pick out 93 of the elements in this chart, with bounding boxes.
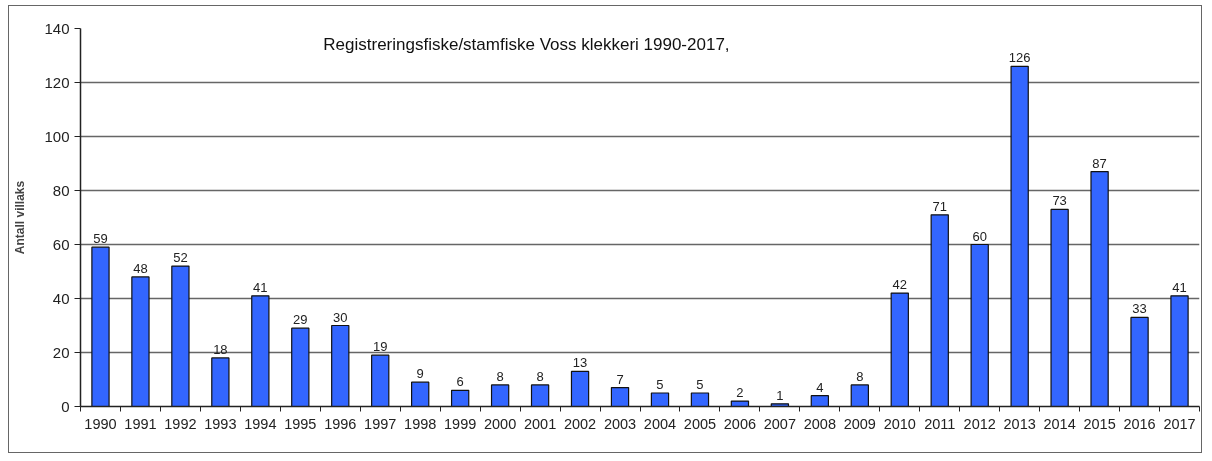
bar [490, 384, 510, 407]
bar [850, 384, 869, 407]
bar [171, 265, 190, 407]
y-tick-label: 20 [52, 343, 70, 361]
data-label: 8 [496, 368, 504, 384]
data-label: 1 [776, 387, 784, 403]
bar [690, 392, 710, 407]
data-label: 13 [572, 355, 588, 371]
y-tick-label: 60 [52, 235, 70, 253]
x-tick-label: 2014 [1043, 415, 1076, 432]
bar [450, 389, 470, 407]
x-tick-label: 2000 [484, 415, 517, 432]
data-label: 5 [656, 377, 664, 392]
bar [251, 295, 270, 407]
x-tick-label: 2001 [523, 415, 557, 432]
x-tick-label: 2007 [763, 415, 797, 432]
x-tick-label: 2008 [803, 415, 836, 432]
bar [650, 392, 670, 407]
y-axis-title: Antall villaks [13, 180, 28, 255]
x-tick-label: 2015 [1083, 415, 1116, 432]
data-label: 9 [416, 366, 424, 382]
data-label: 126 [1008, 50, 1031, 66]
bar [810, 395, 830, 407]
bar [890, 292, 909, 407]
data-label: 42 [892, 277, 908, 293]
bar [570, 370, 590, 407]
bar [930, 214, 949, 407]
x-tick-label: 1997 [364, 415, 397, 432]
data-label: 8 [536, 368, 544, 384]
bar [331, 324, 350, 407]
data-label: 59 [93, 231, 108, 247]
x-tick-label: 2012 [963, 415, 996, 432]
bar [530, 384, 550, 407]
x-tick-label: 1995 [284, 415, 317, 432]
bar [770, 403, 790, 407]
x-tick-label: 2010 [883, 415, 916, 432]
bar [1010, 65, 1029, 407]
bar [1090, 171, 1109, 407]
y-tick-label: 140 [44, 19, 70, 37]
bar [610, 387, 630, 407]
x-tick-label: 2013 [1003, 415, 1036, 432]
x-tick-label: 2002 [563, 415, 597, 432]
data-label: 87 [1092, 155, 1107, 171]
data-label: 19 [373, 339, 388, 355]
x-tick-label: 2009 [843, 415, 876, 432]
data-label: 2 [736, 385, 744, 401]
data-label: 73 [1052, 193, 1067, 209]
data-label: 30 [333, 309, 348, 325]
y-tick-label: 100 [44, 127, 70, 145]
data-label: 29 [293, 312, 308, 328]
x-tick-label: 2011 [924, 415, 956, 432]
x-tick-label: 1990 [84, 415, 117, 432]
bar [131, 276, 150, 407]
bar [211, 357, 230, 407]
x-tick-label: 1999 [444, 415, 477, 432]
y-tick-label: 120 [44, 73, 70, 91]
data-label: 7 [616, 371, 624, 387]
bar [371, 354, 390, 407]
data-label: 41 [253, 279, 268, 295]
x-tick-label: 1993 [204, 415, 237, 432]
data-label: 71 [932, 198, 947, 214]
data-label: 41 [1172, 279, 1187, 295]
x-tick-label: 1998 [404, 415, 437, 432]
x-tick-label: 2004 [643, 415, 677, 432]
y-tick-label: 0 [61, 397, 70, 415]
bar [91, 246, 110, 407]
bar [730, 400, 750, 407]
x-tick-label: 1996 [324, 415, 357, 432]
y-tick-label: 80 [52, 181, 70, 199]
x-tick-label: 1994 [244, 415, 277, 432]
bar [291, 327, 310, 407]
data-label: 48 [133, 260, 148, 276]
data-label: 5 [696, 377, 704, 392]
bar [411, 381, 430, 407]
y-tick-label: 40 [52, 289, 70, 307]
data-label: 4 [816, 379, 824, 395]
x-tick-label: 1991 [124, 415, 157, 432]
bar [970, 243, 989, 407]
x-tick-label: 2005 [683, 415, 717, 432]
x-tick-label: 2016 [1123, 415, 1156, 432]
x-tick-label: 2006 [723, 415, 757, 432]
x-tick-label: 2003 [603, 415, 637, 432]
data-label: 60 [972, 228, 987, 244]
data-label: 33 [1132, 301, 1147, 317]
bar [1130, 316, 1149, 407]
chart-title: Registreringsfiske/stamfiske Voss klekkeri 1990-2017, [323, 35, 730, 55]
bar [1170, 295, 1189, 407]
x-tick-label: 2017 [1163, 415, 1196, 432]
data-label: 6 [456, 374, 464, 390]
data-label: 52 [173, 250, 188, 266]
x-tick-label: 1992 [164, 415, 197, 432]
data-label: 8 [856, 368, 864, 384]
bar [1050, 208, 1069, 407]
